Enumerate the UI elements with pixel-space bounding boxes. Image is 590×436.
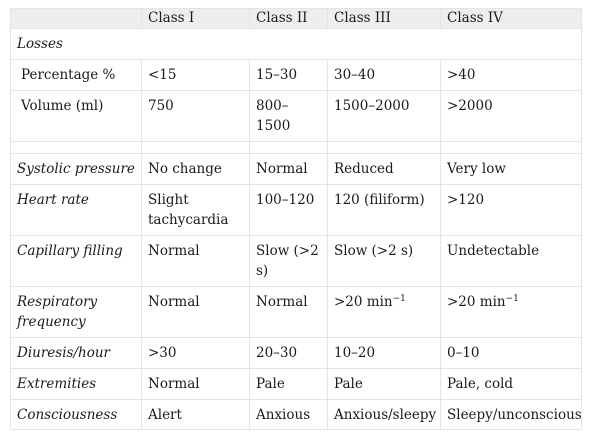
- hemorrhage-classification-table: Class I Class II Class III Class IV Loss…: [10, 8, 582, 430]
- losses-section-row: Losses: [10, 28, 582, 60]
- exponent: −1: [392, 294, 406, 304]
- table-cell: 100–120: [249, 184, 328, 236]
- spacer-cell: [10, 141, 142, 154]
- table-cell: 800–1500: [249, 90, 328, 142]
- table-row: Consciousness Alert Anxious Anxious/slee…: [10, 399, 582, 430]
- table-cell: Normal: [249, 153, 328, 185]
- table-cell: 20–30: [249, 337, 328, 369]
- table-cell: Slight tachycardia: [141, 184, 250, 236]
- table-cell: Sleepy/unconscious: [440, 399, 582, 430]
- row-label: Extremities: [10, 368, 142, 400]
- table-row: Volume (ml) 750 800–1500 1500–2000 >2000: [10, 90, 582, 142]
- table-cell: >120: [440, 184, 582, 236]
- losses-section-label: Losses: [10, 28, 582, 60]
- table-row: Percentage % <15 15–30 30–40 >40: [10, 59, 582, 91]
- table-cell: <15: [141, 59, 250, 91]
- table-cell: Normal: [141, 368, 250, 400]
- table-cell: 10–20: [327, 337, 441, 369]
- header-class-ii: Class II: [249, 8, 328, 29]
- table-cell: 15–30: [249, 59, 328, 91]
- table-cell: Pale: [249, 368, 328, 400]
- header-class-i: Class I: [141, 8, 250, 29]
- table-cell: Alert: [141, 399, 250, 430]
- table-cell: Normal: [141, 286, 250, 338]
- spacer-cell: [440, 141, 582, 154]
- cell-text: >20 min: [334, 294, 393, 310]
- spacer-cell: [249, 141, 328, 154]
- table-cell: Normal: [141, 235, 250, 287]
- exponent: −1: [505, 294, 519, 304]
- table-row: Diuresis/hour >30 20–30 10–20 0–10: [10, 337, 582, 369]
- row-label: Diuresis/hour: [10, 337, 142, 369]
- spacer-cell: [141, 141, 250, 154]
- row-label: Heart rate: [10, 184, 142, 236]
- table-cell: >20 min−1: [327, 286, 441, 338]
- row-label: Consciousness: [10, 399, 142, 430]
- table-cell: >40: [440, 59, 582, 91]
- spacer-cell: [327, 141, 441, 154]
- header-empty-cell: [10, 8, 142, 29]
- table-cell: Slow (>2 s): [249, 235, 328, 287]
- table-cell: Pale, cold: [440, 368, 582, 400]
- table-cell: Reduced: [327, 153, 441, 185]
- row-label: Respiratory frequency: [10, 286, 142, 338]
- table-cell: >30: [141, 337, 250, 369]
- table-cell: Pale: [327, 368, 441, 400]
- table-cell: Slow (>2 s): [327, 235, 441, 287]
- header-class-iii: Class III: [327, 8, 441, 29]
- table-cell: 120 (filiform): [327, 184, 441, 236]
- table-cell: 30–40: [327, 59, 441, 91]
- table-row: Heart rate Slight tachycardia 100–120 12…: [10, 184, 582, 236]
- table-cell: 750: [141, 90, 250, 142]
- table-cell: Normal: [249, 286, 328, 338]
- table-row: Capillary filling Normal Slow (>2 s) Slo…: [10, 235, 582, 287]
- row-label: Volume (ml): [10, 90, 142, 142]
- spacer-row: [10, 141, 582, 154]
- table-cell: Undetectable: [440, 235, 582, 287]
- header-class-iv: Class IV: [440, 8, 582, 29]
- table-cell: >20 min−1: [440, 286, 582, 338]
- table-cell: Anxious/sleepy: [327, 399, 441, 430]
- table-row: Respiratory frequency Normal Normal >20 …: [10, 286, 582, 338]
- row-label: Capillary filling: [10, 235, 142, 287]
- table-cell: 0–10: [440, 337, 582, 369]
- table-cell: No change: [141, 153, 250, 185]
- row-label: Systolic pressure: [10, 153, 142, 185]
- table-cell: Anxious: [249, 399, 328, 430]
- cell-text: >20 min: [447, 294, 506, 310]
- table-cell: >2000: [440, 90, 582, 142]
- header-row: Class I Class II Class III Class IV: [10, 8, 582, 29]
- table-cell: Very low: [440, 153, 582, 185]
- table-row: Extremities Normal Pale Pale Pale, cold: [10, 368, 582, 400]
- row-label: Percentage %: [10, 59, 142, 91]
- table-row: Systolic pressure No change Normal Reduc…: [10, 153, 582, 185]
- table-cell: 1500–2000: [327, 90, 441, 142]
